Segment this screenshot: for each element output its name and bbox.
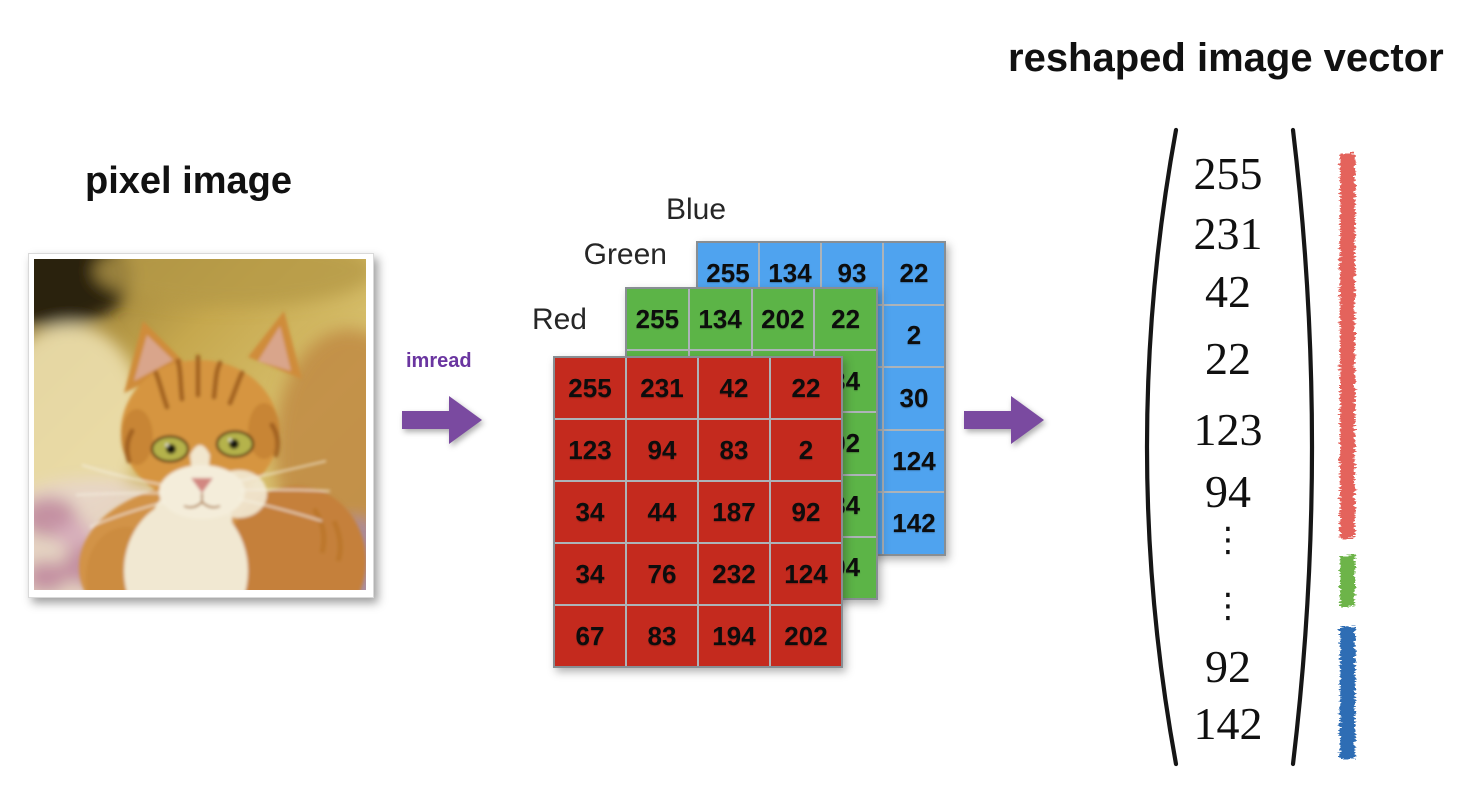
imread-label: imread <box>406 350 472 372</box>
matrix-cell: 142 <box>884 493 944 554</box>
vector-ellipsis: ⋮ <box>1211 586 1245 626</box>
imread-arrow-icon <box>402 396 482 444</box>
vector-value: 94 <box>1205 466 1251 517</box>
arrow-shape <box>964 396 1044 444</box>
left-paren <box>1144 127 1179 767</box>
pixel-image-title: pixel image <box>85 160 292 202</box>
matrix-cell: 22 <box>771 358 841 418</box>
red-matrix-label: Red <box>531 303 587 336</box>
arrow-shape <box>402 396 482 444</box>
matrix-cell: 202 <box>771 606 841 666</box>
vector-value: 123 <box>1193 404 1263 455</box>
matrix-cell: 22 <box>815 289 876 350</box>
matrix-cell: 34 <box>815 351 876 412</box>
cat-photo <box>28 253 374 598</box>
right-paren <box>1290 127 1315 767</box>
matrix-cell: 255 <box>627 289 688 350</box>
matrix-cell: 67 <box>555 606 625 666</box>
vector-ellipsis: ⋮ <box>1211 520 1245 560</box>
matrix-cell: 92 <box>771 482 841 542</box>
red-matrix: 255 231 42 22 123 94 83 2 34 44 187 92 34 76 232 124 67 8… <box>553 356 843 668</box>
matrix-cell: 34 <box>555 544 625 604</box>
matrix-cell: 194 <box>699 606 769 666</box>
blue-matrix-label: Blue <box>665 193 726 226</box>
matrix-cell: 123 <box>555 420 625 480</box>
matrix-cell: 22 <box>884 243 944 304</box>
matrix-cell: 124 <box>771 544 841 604</box>
matrix-cell: 44 <box>627 482 697 542</box>
vector-parens-and-bars <box>1144 127 1355 767</box>
vector-value: 255 <box>1193 148 1263 199</box>
vector-value: 92 <box>1205 641 1251 692</box>
reshape-arrow-icon <box>964 396 1044 444</box>
matrix-cell: 42 <box>699 358 769 418</box>
matrix-cell: 2 <box>771 420 841 480</box>
matrix-cell: 255 <box>555 358 625 418</box>
matrix-cell: 232 <box>699 544 769 604</box>
vector-value: 231 <box>1193 208 1263 259</box>
reshaped-vector-title: reshaped image vector <box>1008 36 1444 80</box>
green-channel-bar <box>1340 556 1355 607</box>
green-matrix-label: Green <box>583 238 667 271</box>
matrix-cell: 124 <box>884 430 944 492</box>
matrix-cell: 2 <box>884 305 944 367</box>
matrix-cell: 202 <box>752 289 814 350</box>
vector-value: 42 <box>1205 266 1251 317</box>
red-channel-bar <box>1340 153 1355 538</box>
matrix-cell: 187 <box>699 482 769 542</box>
matrix-cell: 94 <box>627 420 697 480</box>
vector-value: 142 <box>1193 698 1263 749</box>
matrix-cell: 34 <box>555 482 625 542</box>
matrix-cell: 30 <box>884 368 944 429</box>
vector-value: 22 <box>1205 333 1251 384</box>
matrix-cell: 83 <box>627 606 697 666</box>
matrix-cell: 76 <box>627 544 697 604</box>
cat-figure <box>75 311 366 590</box>
matrix-cell: 231 <box>627 358 697 418</box>
cat-illustration <box>34 259 366 590</box>
matrix-cell: 134 <box>689 289 751 350</box>
matrix-cell: 83 <box>699 420 769 480</box>
blue-channel-bar <box>1340 627 1355 759</box>
